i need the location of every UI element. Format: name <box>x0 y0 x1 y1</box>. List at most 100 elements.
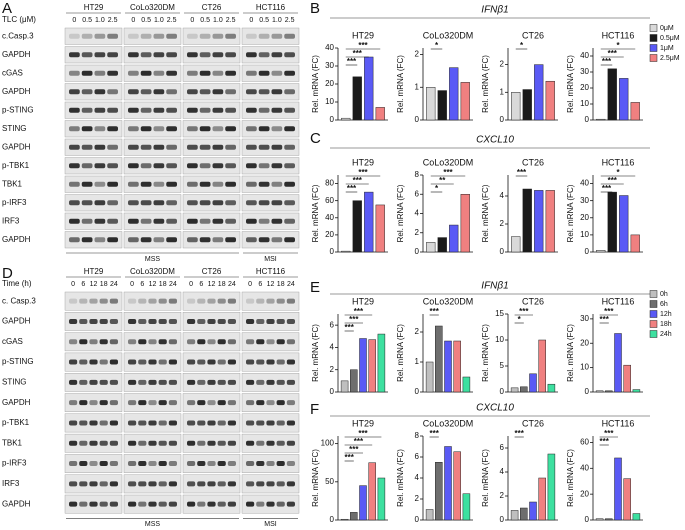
blot-band <box>69 218 80 224</box>
cell-line: HT29 <box>84 267 104 276</box>
blot-band <box>69 33 80 39</box>
blot-band <box>284 237 295 243</box>
blot-band <box>138 461 147 467</box>
blot-band <box>276 501 285 507</box>
blot-band <box>256 440 265 446</box>
y-tick-label: 6 <box>500 443 505 452</box>
blot-band <box>207 420 216 426</box>
bar <box>605 390 613 393</box>
blot-band <box>140 33 152 39</box>
significance-label: *** <box>358 41 368 50</box>
blot-band <box>225 70 236 76</box>
blot-band <box>197 339 206 345</box>
bar <box>522 89 532 121</box>
bar <box>623 478 631 521</box>
bar <box>364 56 374 121</box>
blot-band <box>109 461 118 467</box>
blot-band <box>158 420 167 426</box>
blot-band <box>109 501 118 507</box>
blot-strip <box>64 27 123 45</box>
blot-band <box>212 200 224 206</box>
blot-band <box>138 379 147 385</box>
blot-band <box>94 163 106 169</box>
lane-label: 0 <box>130 281 134 288</box>
bar <box>425 509 434 521</box>
bar <box>607 68 617 121</box>
y-tick-label: 15 <box>495 309 504 318</box>
y-tick-label: 0 <box>500 247 505 256</box>
blot-band <box>217 461 226 467</box>
blot-row-label: GAPDH <box>2 235 31 244</box>
bar <box>529 373 537 393</box>
blot-band <box>128 163 139 169</box>
significance-label: *** <box>604 307 614 316</box>
blot-band <box>140 70 152 76</box>
blot-band <box>109 481 118 487</box>
blot-strip <box>123 454 182 473</box>
chart-title: CoLo320DM <box>423 157 474 167</box>
blot-row-label: GAPDH <box>2 398 31 407</box>
blot-band <box>79 400 88 406</box>
bar <box>510 510 519 521</box>
blot-band <box>79 481 88 487</box>
blot-band <box>187 218 198 224</box>
bar <box>460 194 470 253</box>
blot-band <box>246 70 257 76</box>
blot-band <box>217 339 226 345</box>
blot-band <box>89 298 98 304</box>
blot-strip <box>182 101 241 119</box>
blot-band <box>227 318 236 324</box>
blot-band <box>94 70 106 76</box>
blot-strip <box>182 27 241 45</box>
blot-band <box>217 298 226 304</box>
blot-strip <box>123 46 182 64</box>
blot-band <box>246 339 255 345</box>
blot-row-label: GAPDH <box>2 50 31 59</box>
bar <box>511 92 521 121</box>
blot-band <box>140 126 152 132</box>
blot-band <box>109 298 118 304</box>
blot-band <box>69 379 78 385</box>
blot-row-label: p-IRF3 <box>2 459 27 468</box>
blot-band <box>89 440 98 446</box>
blot-strip <box>182 212 241 230</box>
blot-strip <box>64 231 123 249</box>
chart-title: CoLo320DM <box>423 418 474 428</box>
lane-label: 6 <box>199 281 203 288</box>
blot-band <box>79 298 88 304</box>
bar <box>632 389 641 393</box>
blot-band <box>284 144 295 150</box>
blot-band <box>207 461 216 467</box>
lane-label: 1.0 <box>154 17 164 24</box>
significance-label: *** <box>347 184 357 193</box>
blot-band <box>109 379 118 385</box>
y-tick-label: 60 <box>580 438 589 447</box>
blot-strip <box>123 83 182 101</box>
blot-band <box>246 144 257 150</box>
blot-band <box>217 501 226 507</box>
blot-band <box>99 339 108 345</box>
legend-label: 12h <box>660 311 672 318</box>
blot-band <box>107 126 118 132</box>
blot-band <box>107 33 118 39</box>
blot-band <box>197 440 206 446</box>
y-tick-label: 2 <box>415 50 420 59</box>
significance-label: *** <box>349 315 359 324</box>
blot-band <box>79 379 88 385</box>
bar <box>377 477 386 521</box>
blot-band <box>128 181 139 187</box>
blot-band <box>212 107 224 113</box>
blot-strip <box>123 101 182 119</box>
blot-band <box>187 237 198 243</box>
blot-band <box>153 200 165 206</box>
blot-band <box>199 70 211 76</box>
blot-band <box>94 33 106 39</box>
lane-label: 24 <box>228 281 236 288</box>
blot-band <box>158 339 167 345</box>
blot-band <box>107 181 118 187</box>
bar <box>426 242 436 253</box>
blot-strip <box>182 64 241 82</box>
blot-band <box>197 379 206 385</box>
blot-strip <box>123 157 182 175</box>
y-tick-label: 2 <box>330 365 335 374</box>
